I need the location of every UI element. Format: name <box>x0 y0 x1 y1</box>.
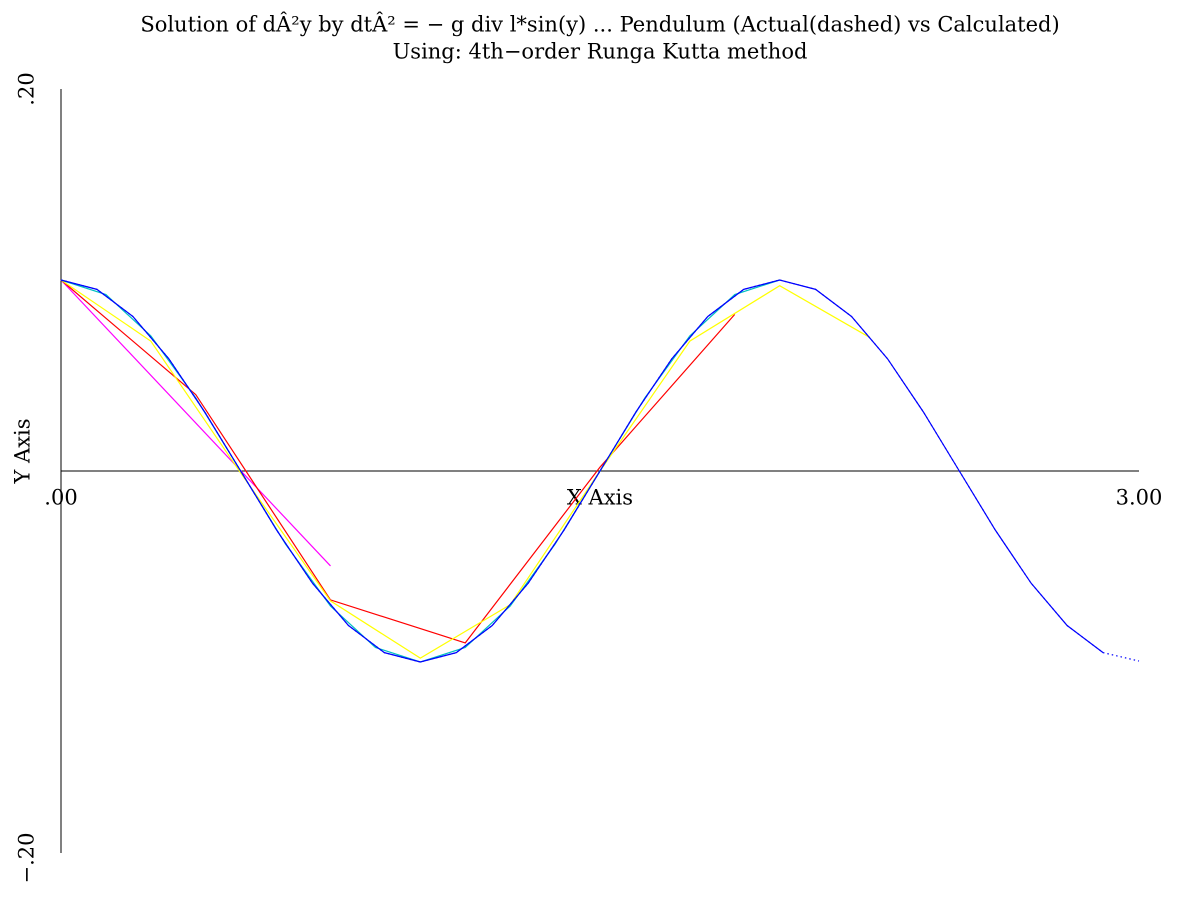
x-tick-label: .00 <box>44 486 77 510</box>
series-line <box>60 279 1140 663</box>
chart-title: Solution of dÂ²y by dtÂ² = − g div l*sin… <box>140 13 1059 37</box>
y-axis-label: Y Axis <box>11 418 35 484</box>
x-tick-label: 3.00 <box>1116 486 1163 510</box>
series-line <box>60 279 331 567</box>
series-line <box>60 279 870 659</box>
y-tick-label: .20 <box>15 72 39 105</box>
chart-subtitle: Using: 4th−order Runga Kutta method <box>393 40 808 64</box>
y-tick-label: −.20 <box>15 833 39 884</box>
x-axis-label: X Axis <box>567 486 633 510</box>
series-line <box>60 279 736 644</box>
